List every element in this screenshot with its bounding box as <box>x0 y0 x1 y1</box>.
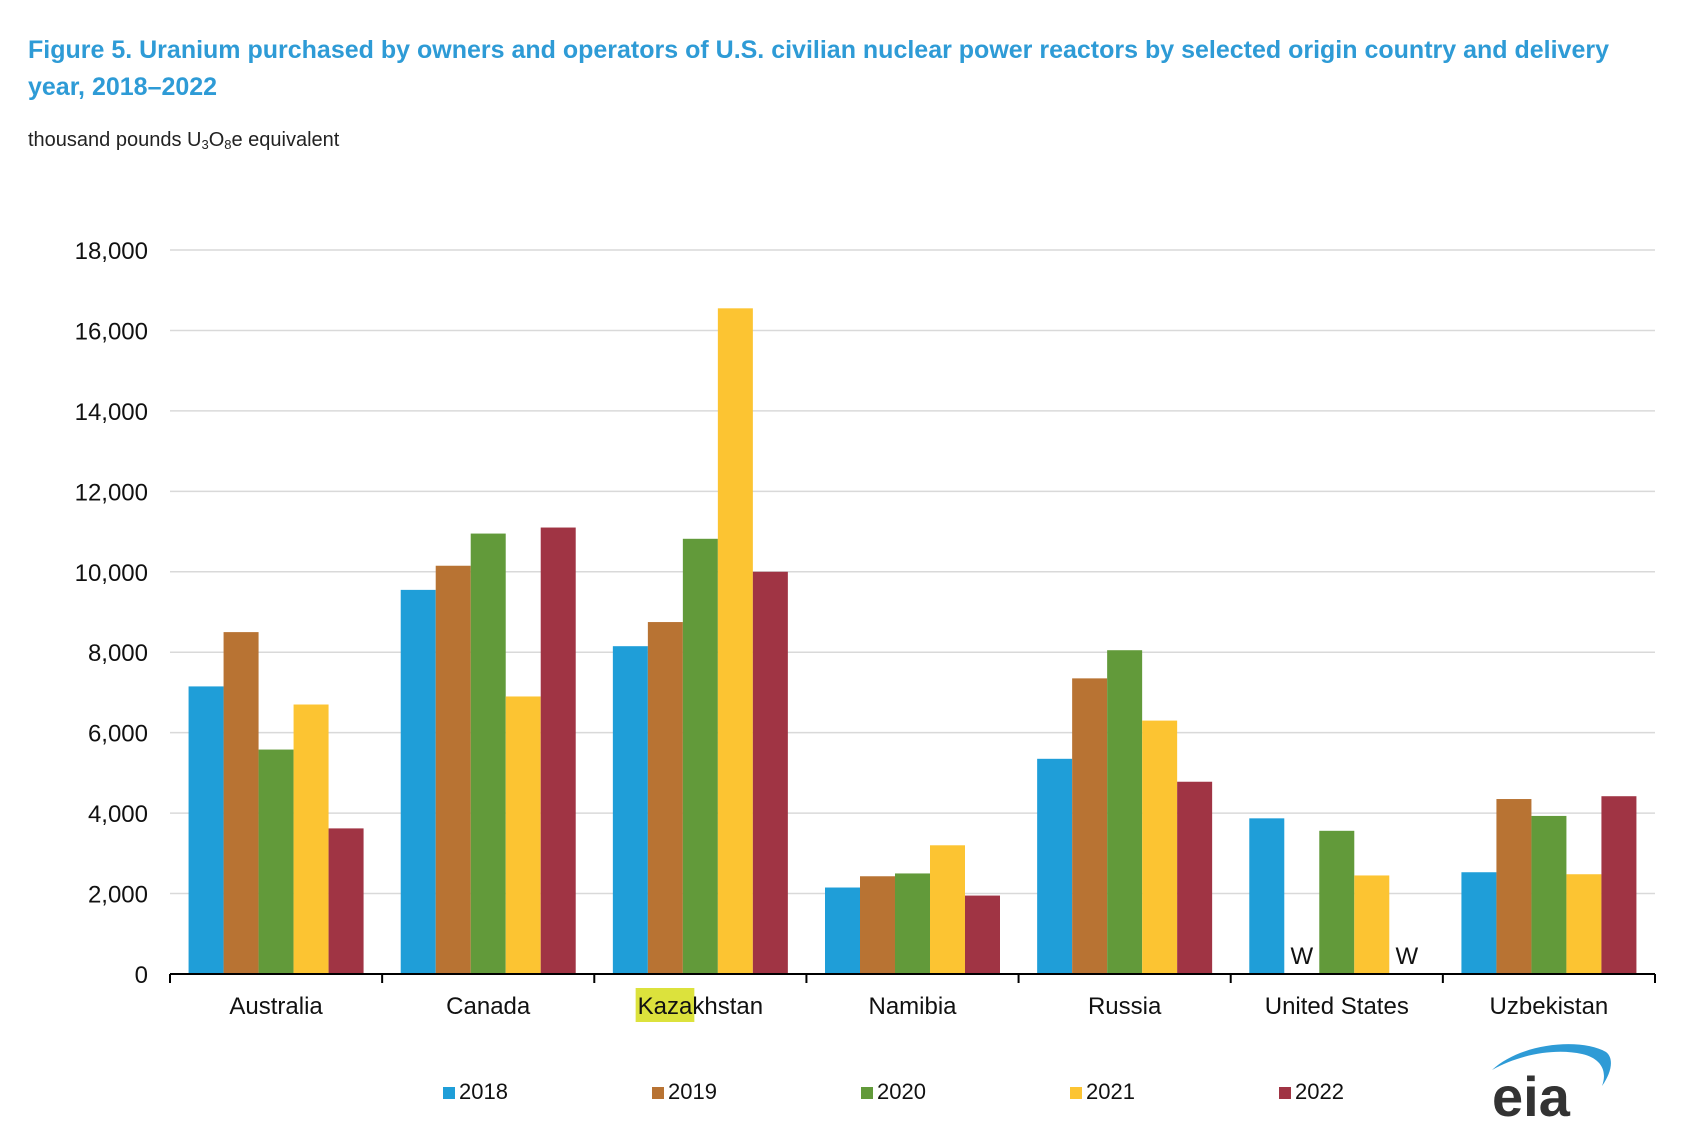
legend-label: 2018 <box>459 1079 508 1104</box>
bar-2019-namibia <box>860 876 895 974</box>
bar-2021-namibia <box>930 845 965 974</box>
bar-2021-united-states <box>1354 875 1390 974</box>
eia-logo: eia <box>1484 1036 1624 1128</box>
units-subscript-8: 8 <box>224 137 232 152</box>
bar-2021-kazakhstan <box>717 308 753 974</box>
y-tick-label: 2,000 <box>88 882 148 909</box>
legend-swatch <box>861 1087 873 1099</box>
legend-label: 2021 <box>1086 1079 1135 1104</box>
bar-2021-russia <box>1142 720 1178 974</box>
bar-2020-australia <box>258 749 294 974</box>
legend-swatch <box>443 1087 455 1099</box>
bar-2022-uzbekistan <box>1601 796 1637 974</box>
category-label: Kazakhstan <box>638 993 763 1020</box>
bar-2022-kazakhstan <box>752 571 788 974</box>
bar-2021-canada <box>505 696 541 974</box>
legend-swatch <box>652 1087 664 1099</box>
bar-2019-uzbekistan <box>1496 799 1532 974</box>
label-highlight <box>635 988 695 1022</box>
bar-2019-canada <box>435 565 471 974</box>
y-tick-label: 14,000 <box>75 399 148 426</box>
x-axis-category-labels: Australia Canada Kazakhstan Namibia Russia Un… <box>229 988 1608 1022</box>
bar-2020-united-states <box>1319 830 1355 974</box>
category-label: United States <box>1265 993 1409 1020</box>
bar-2020-canada <box>470 533 506 974</box>
bar-2019-russia <box>1072 678 1108 974</box>
bar-2022-australia <box>328 828 364 974</box>
logo-swoosh <box>1492 1044 1611 1086</box>
y-tick-label: 12,000 <box>75 479 148 506</box>
legend-label: 2022 <box>1295 1079 1344 1104</box>
units-text-pre: thousand pounds U <box>28 129 202 151</box>
bar-2018-kazakhstan <box>612 646 648 974</box>
category-label: Canada <box>446 993 531 1020</box>
bar-2022-canada <box>540 527 576 974</box>
y-tick-label: 6,000 <box>88 721 148 748</box>
bar-2020-kazakhstan <box>682 538 718 974</box>
category-label: Russia <box>1088 993 1162 1020</box>
y-tick-label: 4,000 <box>88 801 148 828</box>
category-label: Australia <box>229 993 323 1020</box>
legend-label: 2020 <box>877 1079 926 1104</box>
bar-2018-namibia <box>825 887 860 974</box>
bar-2021-uzbekistan <box>1566 874 1602 974</box>
y-tick-label: 8,000 <box>88 640 148 667</box>
category-label: Uzbekistan <box>1490 993 1609 1020</box>
bar-2018-canada <box>400 589 436 974</box>
units-text-mid: O <box>208 129 225 151</box>
bar-2019-kazakhstan <box>647 622 683 974</box>
bar-2019-australia <box>223 632 259 974</box>
x-axis <box>169 973 1656 983</box>
bar-2020-russia <box>1107 650 1143 974</box>
legend-label: 2019 <box>668 1079 717 1104</box>
logo-text: eia <box>1492 1065 1571 1126</box>
y-tick-label: 18,000 <box>75 238 148 265</box>
bar-2018-russia <box>1037 758 1073 974</box>
bar-2018-uzbekistan <box>1461 872 1497 974</box>
y-tick-label: 10,000 <box>75 560 148 587</box>
units-text-post: e equivalent <box>231 129 340 151</box>
bar-2020-uzbekistan <box>1531 815 1567 974</box>
bar-2020-namibia <box>895 873 930 974</box>
chart-title: Figure 5. Uranium purchased by owners an… <box>28 36 1609 101</box>
bar-2018-united-states <box>1249 818 1285 974</box>
gridlines <box>170 249 1655 895</box>
withheld-label: W <box>1290 943 1313 970</box>
units-subscript-3: 3 <box>201 137 209 152</box>
bar-2018-australia <box>188 686 224 974</box>
withheld-label: W <box>1395 943 1418 970</box>
legend-swatch <box>1279 1087 1291 1099</box>
category-label: Namibia <box>868 993 957 1020</box>
legend: 2018 2019 2020 2021 2022 <box>443 1079 1344 1104</box>
bar-2022-namibia <box>965 895 1000 974</box>
bar-2021-australia <box>293 704 329 974</box>
legend-swatch <box>1070 1087 1082 1099</box>
y-axis-units: thousand pounds U3O8e equivalent <box>28 129 339 152</box>
y-axis-tick-labels: 0 2,000 4,000 6,000 8,000 10,000 12,000 14,000 1… <box>75 238 148 989</box>
y-tick-label: 0 <box>135 962 148 989</box>
bar-2022-russia <box>1177 781 1213 974</box>
y-tick-label: 16,000 <box>75 318 148 345</box>
